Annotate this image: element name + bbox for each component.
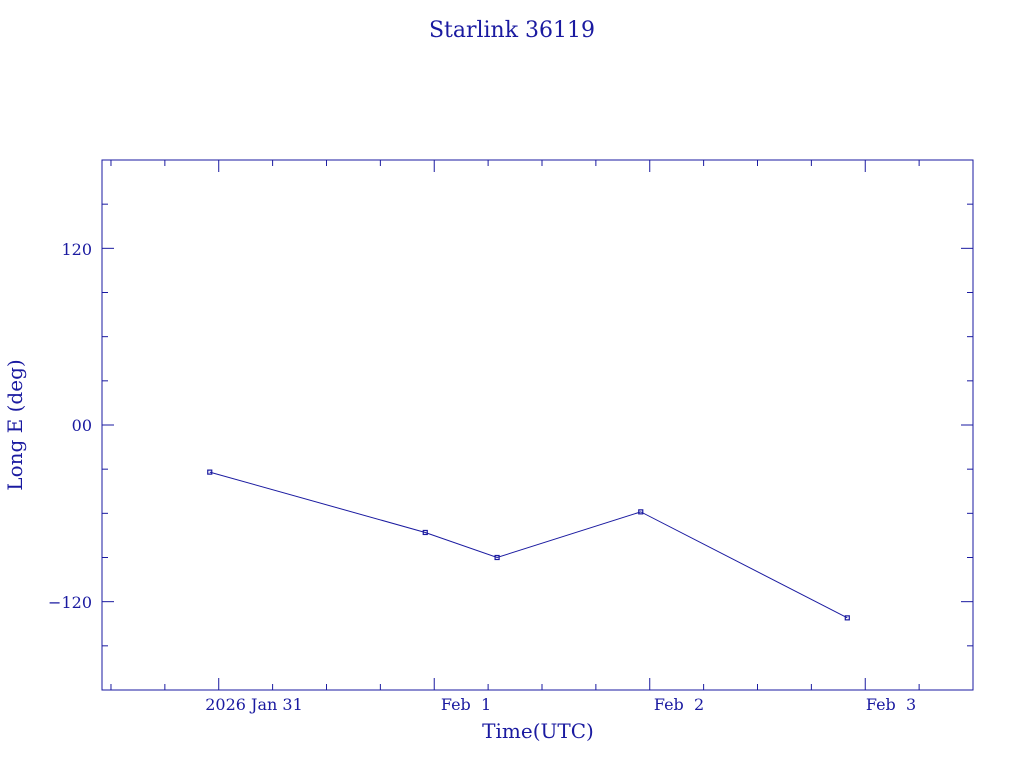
axis-ticks xyxy=(102,160,973,690)
x-tick-label-jan31: 2026 Jan 31 xyxy=(205,695,303,714)
x-tick-labels: 2026 Jan 31 Feb 1 Feb 2 Feb 3 xyxy=(205,695,916,714)
data-point xyxy=(207,469,213,475)
y-tick-label-0: 00 xyxy=(72,416,92,435)
chart-title: Starlink 36119 xyxy=(429,18,595,43)
x-tick-label-feb2: Feb 2 xyxy=(654,695,704,714)
series-layer xyxy=(207,469,850,621)
y-tick-labels: 120 00 −120 xyxy=(48,240,92,612)
data-point xyxy=(844,615,850,621)
x-axis-title: Time(UTC) xyxy=(482,719,594,743)
y-tick-label-minus-120: −120 xyxy=(48,593,92,612)
series-line-0 xyxy=(209,471,848,619)
data-point xyxy=(494,554,500,561)
plot-frame xyxy=(101,159,974,691)
data-point xyxy=(638,509,644,515)
data-point xyxy=(422,529,428,536)
y-tick-label-120: 120 xyxy=(61,240,92,259)
y-axis-title: Long E (deg) xyxy=(3,359,27,490)
x-tick-label-feb1: Feb 1 xyxy=(441,695,491,714)
x-tick-label-feb3: Feb 3 xyxy=(866,695,916,714)
